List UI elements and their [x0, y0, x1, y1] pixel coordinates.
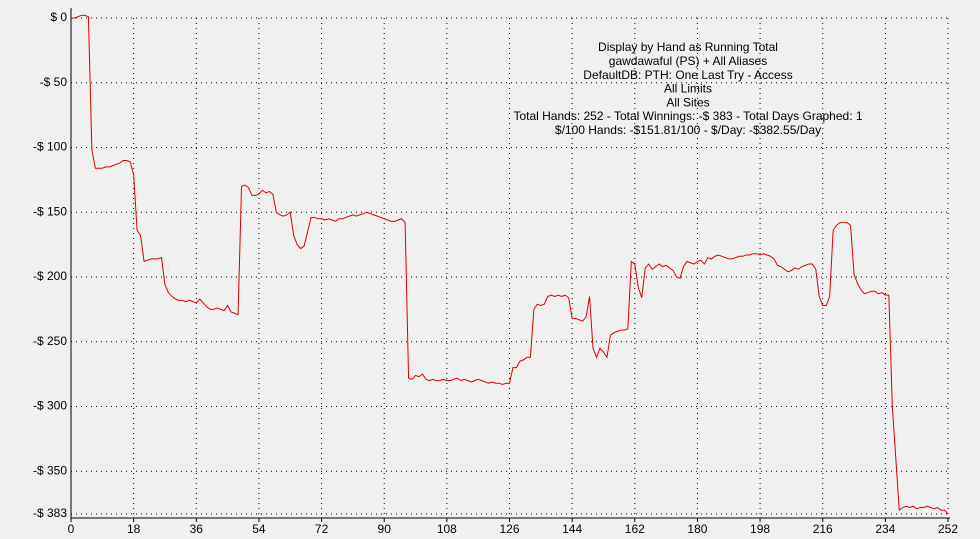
- annotation: Total Hands: 252 - Total Winnings: -$ 38…: [513, 109, 862, 123]
- y-tick-label: -$ 300: [33, 399, 67, 413]
- x-tick-label: 216: [813, 522, 833, 536]
- x-tick-label: 108: [437, 522, 457, 536]
- line: [71, 14, 949, 515]
- y-tick-label: -$ 250: [33, 334, 67, 348]
- annotation: DefaultDB: PTH: One Last Try - Access: [583, 68, 792, 82]
- x-tick-label: 198: [750, 522, 770, 536]
- y-tick-label: $ 0: [50, 10, 67, 24]
- x-tick-label: 180: [687, 522, 707, 536]
- y-tick-label: -$ 50: [40, 75, 68, 89]
- x-tick-label: 72: [315, 522, 329, 536]
- x-tick-label: 162: [625, 522, 645, 536]
- x-tick-label: 36: [190, 522, 204, 536]
- y-tick-label: -$ 383: [33, 506, 67, 520]
- y-tick-label: -$ 350: [33, 463, 67, 477]
- annotation: Display by Hand as Running Total: [598, 40, 778, 54]
- annotation: $/100 Hands: -$151.81/100 - $/Day: -$382…: [555, 123, 821, 137]
- x-tick-label: 0: [68, 522, 75, 536]
- x-tick-label: 252: [938, 522, 958, 536]
- x-tick-label: 90: [378, 522, 392, 536]
- x-tick-label: 144: [562, 522, 582, 536]
- y-tick-label: -$ 100: [33, 140, 67, 154]
- x-tick-label: 18: [127, 522, 141, 536]
- annotation: All Limits: [664, 82, 712, 96]
- annotation: gawdawaful (PS) + All Aliases: [609, 54, 767, 68]
- y-tick-label: -$ 150: [33, 204, 67, 218]
- x-tick-label: 234: [875, 522, 895, 536]
- x-tick-label: 126: [499, 522, 519, 536]
- y-tick-label: -$ 200: [33, 269, 67, 283]
- annotation: All Sites: [666, 95, 709, 109]
- x-tick-label: 54: [252, 522, 266, 536]
